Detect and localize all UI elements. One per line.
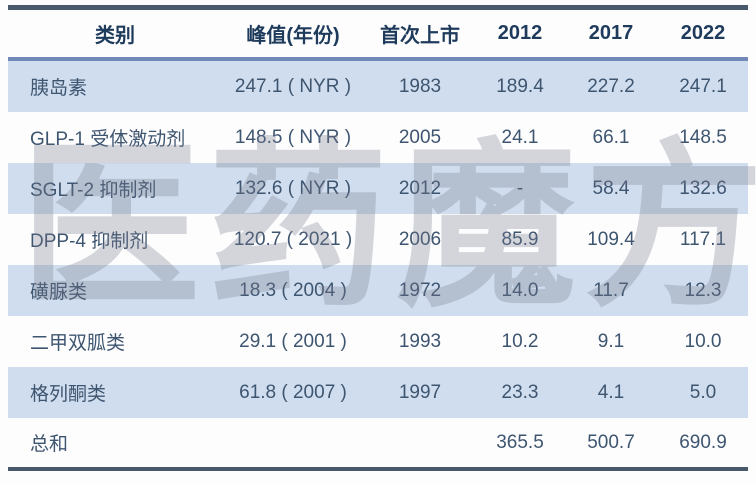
value-cell: 2006 <box>364 214 476 265</box>
table-row: GLP-1 受体激动剂 148.5 ( NYR ) 2005 24.1 66.1 148.… <box>8 112 748 163</box>
category-cell: 磺脲类 <box>8 265 222 316</box>
table-row: 磺脲类 18.3 ( 2004 ) 1972 14.0 11.7 12.3 <box>8 265 748 316</box>
value-cell: 85.9 <box>476 214 564 265</box>
table-row: 二甲双胍类 29.1 ( 2001 ) 1993 10.2 9.1 10.0 <box>8 316 748 367</box>
value-cell: 11.7 <box>564 265 658 316</box>
value-cell: 61.8 ( 2007 ) <box>222 367 364 418</box>
value-cell: 24.1 <box>476 112 564 163</box>
value-cell: 120.7 ( 2021 ) <box>222 214 364 265</box>
table-row: 胰岛素 247.1 ( NYR ) 1983 189.4 227.2 247.1 <box>8 59 748 112</box>
value-cell: 109.4 <box>564 214 658 265</box>
value-cell: 1997 <box>364 367 476 418</box>
value-cell: 2005 <box>364 112 476 163</box>
value-cell: 132.6 ( NYR ) <box>222 163 364 214</box>
drug-sales-table-wrap: 类别 峰值(年份) 首次上市 2012 2017 2022 胰岛素 247.1 ( NYR … <box>8 5 748 471</box>
value-cell: 4.1 <box>564 367 658 418</box>
column-header: 峰值(年份) <box>222 7 364 61</box>
value-cell: 58.4 <box>564 163 658 214</box>
table-body: 胰岛素 247.1 ( NYR ) 1983 189.4 227.2 247.1 GLP-1… <box>8 59 748 469</box>
total-row: 总和 365.5 500.7 690.9 <box>8 418 748 469</box>
value-cell: - <box>476 163 564 214</box>
category-cell: GLP-1 受体激动剂 <box>8 112 222 163</box>
value-cell: 12.3 <box>658 265 748 316</box>
column-header: 2012 <box>476 7 564 61</box>
value-cell: 1983 <box>364 59 476 112</box>
value-cell: 117.1 <box>658 214 748 265</box>
value-cell: 2012 <box>364 163 476 214</box>
value-cell: 1972 <box>364 265 476 316</box>
category-cell: 格列酮类 <box>8 367 222 418</box>
value-cell: 14.0 <box>476 265 564 316</box>
value-cell: 5.0 <box>658 367 748 418</box>
value-cell: 18.3 ( 2004 ) <box>222 265 364 316</box>
value-cell <box>222 418 364 469</box>
value-cell: 189.4 <box>476 59 564 112</box>
value-cell: 227.2 <box>564 59 658 112</box>
category-cell: 总和 <box>8 418 222 469</box>
value-cell: 1993 <box>364 316 476 367</box>
column-header: 2017 <box>564 7 658 61</box>
drug-sales-table: 类别 峰值(年份) 首次上市 2012 2017 2022 胰岛素 247.1 ( NYR … <box>8 5 748 471</box>
value-cell: 23.3 <box>476 367 564 418</box>
value-cell: 29.1 ( 2001 ) <box>222 316 364 367</box>
value-cell: 148.5 <box>658 112 748 163</box>
category-cell: SGLT-2 抑制剂 <box>8 163 222 214</box>
value-cell: 247.1 ( NYR ) <box>222 59 364 112</box>
table-row: SGLT-2 抑制剂 132.6 ( NYR ) 2012-58.4 132.6 <box>8 163 748 214</box>
category-cell: 胰岛素 <box>8 59 222 112</box>
value-cell: 10.2 <box>476 316 564 367</box>
value-cell: 9.1 <box>564 316 658 367</box>
value-cell: 66.1 <box>564 112 658 163</box>
value-cell: 132.6 <box>658 163 748 214</box>
column-header: 类别 <box>8 7 222 61</box>
value-cell: 690.9 <box>658 418 748 469</box>
value-cell: 247.1 <box>658 59 748 112</box>
header-row: 类别 峰值(年份) 首次上市 2012 2017 2022 <box>8 7 748 61</box>
value-cell: 365.5 <box>476 418 564 469</box>
table-row: 格列酮类 61.8 ( 2007 ) 1997 23.3 4.1 5.0 <box>8 367 748 418</box>
value-cell: 500.7 <box>564 418 658 469</box>
column-header: 首次上市 <box>364 7 476 61</box>
column-header: 2022 <box>658 7 748 61</box>
value-cell: 148.5 ( NYR ) <box>222 112 364 163</box>
value-cell: 10.0 <box>658 316 748 367</box>
category-cell: 二甲双胍类 <box>8 316 222 367</box>
table-row: DPP-4 抑制剂 120.7 ( 2021 ) 2006 85.9 109.4 117.… <box>8 214 748 265</box>
table-header: 类别 峰值(年份) 首次上市 2012 2017 2022 <box>8 7 748 61</box>
category-cell: DPP-4 抑制剂 <box>8 214 222 265</box>
value-cell <box>364 418 476 469</box>
